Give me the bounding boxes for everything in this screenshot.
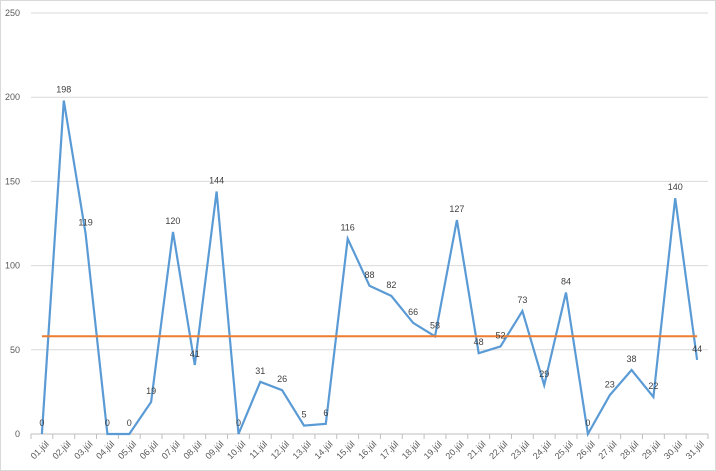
data-label: 0 xyxy=(236,418,241,428)
data-label: 198 xyxy=(56,85,71,95)
data-label: 0 xyxy=(39,418,44,428)
y-tick-label: 100 xyxy=(5,261,20,271)
data-label: 140 xyxy=(668,182,683,192)
data-label: 84 xyxy=(561,277,571,287)
data-label: 48 xyxy=(474,337,484,347)
data-label: 0 xyxy=(105,418,110,428)
data-label: 0 xyxy=(585,418,590,428)
data-label: 120 xyxy=(165,216,180,226)
data-label: 38 xyxy=(627,354,637,364)
data-label: 31 xyxy=(255,366,265,376)
data-label: 41 xyxy=(190,349,200,359)
data-label: 116 xyxy=(340,223,354,233)
data-label: 23 xyxy=(605,379,615,389)
data-label: 5 xyxy=(301,410,306,420)
y-tick-label: 150 xyxy=(5,176,20,186)
data-label: 82 xyxy=(386,280,396,290)
y-tick-label: 0 xyxy=(15,429,20,439)
series-layer xyxy=(40,100,699,438)
y-tick-label: 50 xyxy=(10,345,20,355)
y-axis: 0 50 100 150 200 250 xyxy=(5,8,20,439)
data-labels: 0 198 119 0 0 19 120 41 144 0 31 26 5 6 116 88 82 66 58 127… xyxy=(39,85,702,428)
y-tick-label: 250 xyxy=(5,8,20,18)
data-label: 88 xyxy=(364,270,374,280)
data-label: 73 xyxy=(517,295,527,305)
data-label: 26 xyxy=(277,374,287,384)
series-line-1 xyxy=(40,100,699,438)
data-label: 6 xyxy=(323,408,328,418)
data-label: 66 xyxy=(408,307,418,317)
data-label: 0 xyxy=(127,418,132,428)
data-label: 29 xyxy=(539,369,549,379)
data-label: 58 xyxy=(430,320,440,330)
y-tick-label: 200 xyxy=(5,92,20,102)
data-label: 144 xyxy=(209,176,224,186)
data-label: 44 xyxy=(692,344,702,354)
data-label: 127 xyxy=(449,204,464,214)
data-label: 119 xyxy=(78,218,92,228)
data-label: 22 xyxy=(648,381,658,391)
data-label: 52 xyxy=(496,330,506,340)
data-label: 19 xyxy=(146,386,156,396)
